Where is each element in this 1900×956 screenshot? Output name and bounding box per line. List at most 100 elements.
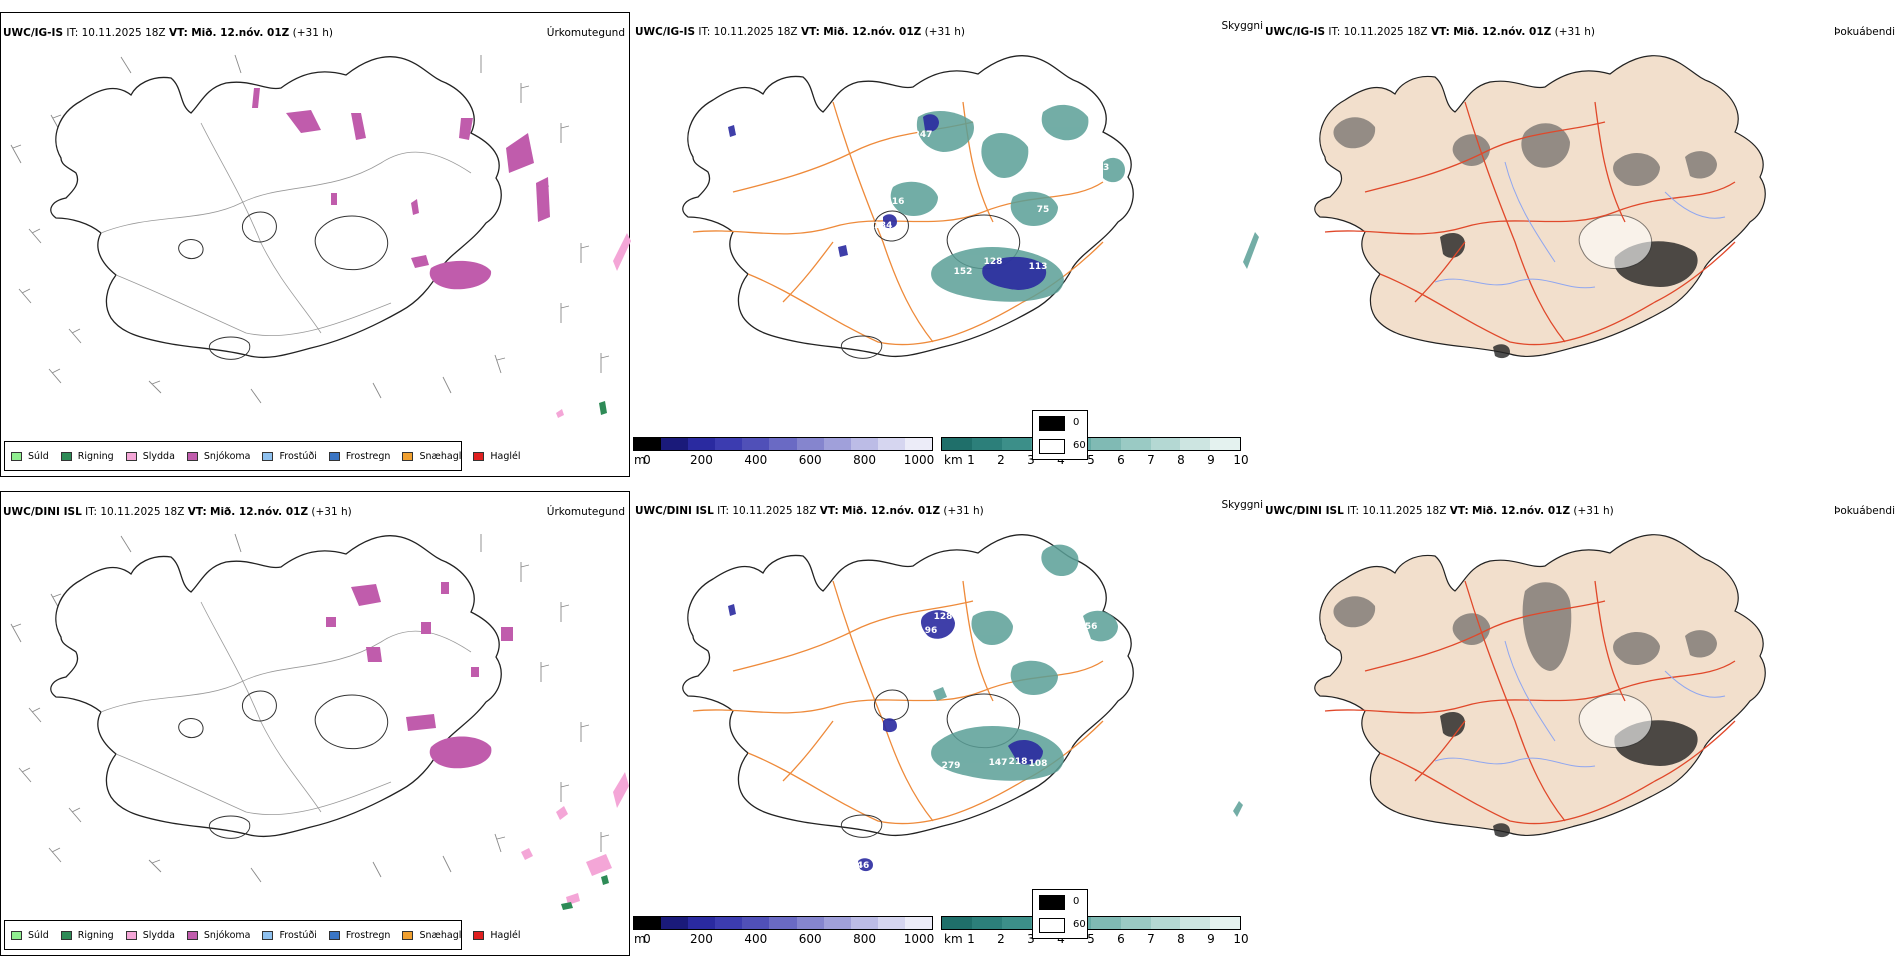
colorbar-tick: 200 — [689, 453, 713, 467]
legend-swatch — [473, 930, 485, 940]
legend-label: Rigning — [77, 450, 114, 462]
colorbar-segment — [661, 917, 689, 929]
colorbar-segment — [661, 438, 689, 450]
colorbar-segment — [769, 438, 797, 450]
vt-label: VT: — [187, 506, 207, 518]
colorbar-segment — [904, 438, 933, 450]
sleet-areas — [556, 233, 631, 418]
visibility-value-label: 116 — [886, 197, 905, 207]
fog-legend: 0 60 — [1032, 410, 1088, 460]
legend-swatch — [186, 451, 198, 461]
panel-header: UWC/IG-IS IT: 10.11.2025 18Z VT: Mið. 12… — [3, 27, 333, 39]
legend-item: Snjókoma — [186, 929, 251, 941]
lead-time: (+31 h) — [943, 505, 984, 517]
panel-header: UWC/IG-IS IT: 10.11.2025 18Z VT: Mið. 12… — [1265, 26, 1595, 38]
colorbar-segment — [1180, 438, 1211, 450]
legend-swatch — [262, 930, 274, 940]
colorbar-tick: 7 — [1147, 932, 1155, 946]
panel-header: UWC/DINI ISL IT: 10.11.2025 18Z VT: Mið.… — [635, 505, 984, 517]
model-name: UWC/DINI ISL — [1265, 505, 1344, 517]
visibility-value-label: 128 — [934, 612, 953, 622]
colorbar-segment — [971, 438, 1002, 450]
colorbar-tick: 4 — [1057, 932, 1065, 946]
legend-label: Frostúði — [279, 929, 317, 941]
visibility-value-label: 134 — [874, 221, 893, 231]
visibility-values: 96 128 279 564 147 218 108 141 95 356 46 — [857, 612, 1098, 871]
colorbar-segment — [877, 438, 905, 450]
legend-swatch — [125, 930, 137, 940]
rain-areas — [561, 875, 609, 910]
legend-item: Snæhagl — [402, 930, 461, 941]
colorbar-segment — [1150, 917, 1181, 929]
panel-title: Þokuábendi — [1834, 26, 1895, 38]
visibility-values: 247 152 128 113 144 161 116 134 75 63 52 — [874, 130, 1110, 277]
legend-item: Slydda — [125, 930, 175, 941]
fog-legend-max: 60 — [1073, 919, 1086, 930]
visibility-value-label: 161 — [951, 177, 970, 187]
colorbar-tick: 8 — [1177, 453, 1185, 467]
fog-legend-white-swatch — [1039, 918, 1065, 933]
legend-swatch — [60, 451, 72, 461]
legend-label: Frostregn — [345, 450, 391, 462]
model-name: UWC/DINI ISL — [3, 506, 82, 518]
legend-item: Rigning — [60, 450, 114, 462]
rain-areas — [599, 401, 607, 415]
legend-item: Súld — [11, 930, 49, 941]
colorbar-tick: 1 — [967, 932, 975, 946]
snow-areas — [252, 88, 550, 290]
legend-label: Frostregn — [345, 929, 391, 941]
lead-time: (+31 h) — [311, 506, 352, 518]
colorbar-tick: 600 — [798, 932, 822, 946]
vt-value: Mið. 12.nóv. 01Z — [823, 26, 922, 38]
colorbar-segment — [1180, 917, 1211, 929]
fog-map — [1314, 55, 1766, 359]
colorbar-segment — [823, 917, 851, 929]
visibility-value-label: 113 — [1029, 262, 1048, 272]
fog-map — [1314, 534, 1766, 838]
legend-swatch — [328, 451, 340, 461]
height-scale — [633, 916, 933, 930]
roads — [1324, 101, 1736, 346]
lead-time: (+31 h) — [924, 26, 965, 38]
it-value: 10.11.2025 18Z — [1343, 26, 1428, 38]
panel-title: Skyggni — [1221, 20, 1264, 32]
vt-label: VT: — [1430, 26, 1450, 38]
colorbar-segment — [742, 917, 770, 929]
legend-label: Snjókoma — [203, 929, 251, 941]
vt-value: Mið. 12.nóv. 01Z — [191, 27, 290, 39]
panel-header: UWC/IG-IS IT: 10.11.2025 18Z VT: Mið. 12… — [635, 26, 965, 38]
colorbar-tick: 3 — [1027, 453, 1035, 467]
vt-value: Mið. 12.nóv. 01Z — [210, 506, 309, 518]
visibility-teal-areas — [931, 544, 1243, 817]
colorbar-segment — [688, 438, 716, 450]
precip-type-map — [10, 54, 631, 418]
legend-item: Frostúði — [262, 451, 317, 462]
visibility-value-label: 95 — [1002, 689, 1015, 699]
legend-item: Slydda — [125, 451, 175, 462]
visibility-value-label: 108 — [1029, 759, 1048, 769]
visibility-value-label: 52 — [997, 230, 1010, 240]
model-name: UWC/IG-IS — [3, 27, 64, 39]
colorbar-segment — [942, 917, 972, 929]
roads — [100, 122, 472, 336]
colorbar-tick: 3 — [1027, 932, 1035, 946]
visibility-panel: UWC/IG-IS IT: 10.11.2025 18Z VT: Mið. 12… — [633, 12, 1263, 477]
model-name: UWC/IG-IS — [1265, 26, 1326, 38]
colorbar-tick: 800 — [853, 932, 877, 946]
lead-time: (+31 h) — [1573, 505, 1614, 517]
legend-item: Frostúði — [262, 929, 317, 941]
fog-legend-max: 60 — [1073, 440, 1086, 451]
legend-swatch — [328, 930, 340, 940]
visibility-value-label: 218 — [1009, 757, 1028, 767]
visibility-value-label: 75 — [1037, 205, 1050, 215]
legend-swatch — [11, 451, 22, 461]
fog-shading — [1333, 117, 1717, 187]
visibility-value-label: 141 — [1044, 729, 1063, 739]
colorbar-segment — [877, 917, 905, 929]
colorbar-tick: 10 — [1233, 453, 1249, 467]
visibility-map: 247 152 128 113 144 161 116 134 75 63 52 — [682, 55, 1259, 359]
visibility-blue-areas — [728, 604, 1043, 872]
rivers — [1434, 640, 1726, 768]
colorbar-segment — [715, 438, 743, 450]
colorbar-tick: 0 — [643, 453, 651, 467]
